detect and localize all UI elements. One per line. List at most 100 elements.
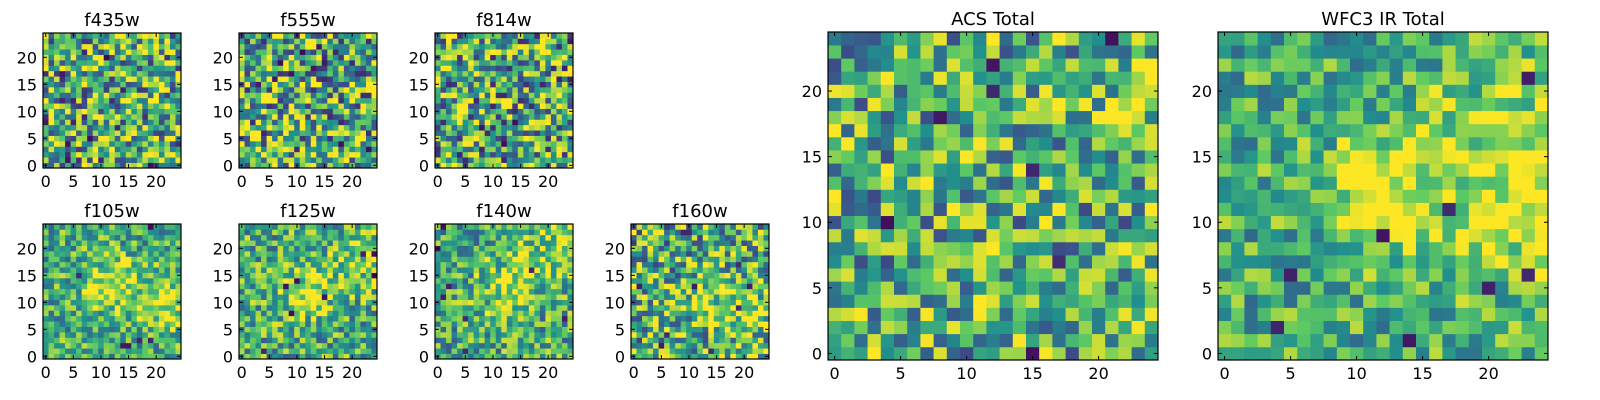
heatmap-cell [92,337,99,344]
heatmap-cell [539,240,546,246]
heatmap-cell [561,135,568,142]
heatmap-cell [468,348,474,354]
heatmap-cell [462,141,469,147]
heatmap-cell [636,315,643,322]
heatmap-cell [517,310,524,317]
heatmap-cell [713,321,720,327]
heatmap-cell [316,240,323,246]
heatmap-cell [440,245,447,252]
heatmap-cell [294,251,301,257]
heatmap-cell [250,65,256,72]
heatmap-cell [48,70,55,77]
heatmap-cell [54,92,60,99]
heatmap-cell [501,33,508,39]
heatmap-cell [490,294,497,300]
heatmap-cell [250,294,256,300]
heatmap-cell [327,97,334,104]
heatmap-cell [147,353,154,360]
heatmap-cell [169,224,176,230]
heatmap-cell [59,278,66,284]
heatmap-cell [539,97,546,104]
heatmap-cell [316,54,323,61]
heatmap-cell [354,288,361,295]
heatmap-cell [730,305,737,311]
heatmap-cell [746,278,753,284]
heatmap-cell [310,92,317,99]
heatmap-cell [169,240,176,246]
heatmap-cell [435,119,441,126]
heatmap-cell [59,337,66,344]
heatmap-cell [59,299,66,306]
heatmap-cell [841,307,855,321]
heatmap-cell [484,76,491,82]
heatmap-cell [841,268,855,282]
heatmap-cell [468,33,474,39]
heatmap-cell [153,283,160,290]
heatmap-cell [473,353,480,360]
heatmap-cell [305,342,312,349]
heatmap-cell [316,299,323,306]
heatmap-cell [567,224,574,230]
heatmap-cell [343,103,350,109]
heatmap-cell [484,283,491,290]
heatmap-cell [462,251,469,257]
heatmap-cell [545,245,552,252]
heatmap-cell [250,251,256,257]
heatmap-cell [147,251,154,257]
heatmap-cell [708,261,715,268]
heatmap-cell [54,146,60,153]
heatmap-cell [164,261,171,268]
heatmap-cell [277,337,284,344]
heatmap-cell [272,38,278,45]
heatmap-cell [59,146,66,153]
y-tick-label: 20 [409,48,429,67]
heatmap-cell [1105,320,1119,335]
heatmap-cell [360,65,367,72]
heatmap-cell [867,189,882,203]
heatmap-cell [283,157,290,163]
heatmap-cell [435,234,441,241]
heatmap-cell [528,146,535,153]
heatmap-cell [153,87,160,93]
heatmap-cell [506,229,513,236]
heatmap-cell [48,124,55,131]
heatmap-cell [305,43,312,50]
heatmap-cell [680,353,687,360]
heatmap-cell [48,97,55,104]
heatmap-cell [261,124,267,131]
heatmap-cell [973,268,987,282]
heatmap-cell [327,162,334,169]
heatmap-cell [147,108,154,115]
heatmap-cell [310,135,317,142]
heatmap-cell [288,256,295,263]
heatmap-cell [114,141,121,147]
heatmap-cell [1078,202,1093,217]
heatmap-cell [691,256,698,263]
heatmap-cell [658,272,665,279]
heatmap-cell [169,124,176,131]
heatmap-cell [534,305,541,311]
heatmap-cell [65,81,71,88]
heatmap-cell [1092,268,1106,282]
heatmap-cell [960,320,974,335]
heatmap-cell [272,114,278,120]
heatmap-cell [92,256,99,263]
heatmap-cell [266,337,273,344]
heatmap-cell [506,87,513,93]
heatmap-cell [343,76,350,82]
heatmap-cell [719,294,726,300]
heatmap-cell [316,108,323,115]
heatmap-cell [495,119,502,126]
heatmap-cell [239,337,245,344]
heatmap-cell [986,241,1000,256]
heatmap-cell [81,76,88,82]
heatmap-cell [48,103,55,109]
heatmap-cell [680,337,687,344]
heatmap-cell [87,267,94,273]
heatmap-cell [120,33,127,39]
heatmap-cell [479,49,486,55]
heatmap-cell [719,283,726,290]
heatmap-cell [48,321,55,327]
heatmap-cell [506,278,513,284]
heatmap-cell [691,321,698,327]
